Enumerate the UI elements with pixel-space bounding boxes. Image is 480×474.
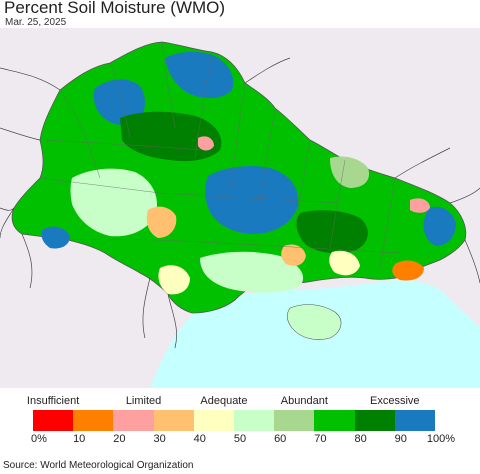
legend-swatch bbox=[354, 410, 395, 431]
yellow-south-west bbox=[158, 265, 190, 295]
adequate-west-central bbox=[70, 168, 158, 237]
wet-east bbox=[296, 210, 368, 254]
legend-category-label: Limited bbox=[125, 395, 162, 407]
legend-tick-label: 70 bbox=[314, 433, 327, 445]
legend-tick-label: 50 bbox=[233, 433, 247, 445]
legend-swatch bbox=[394, 410, 435, 431]
limited-central bbox=[146, 206, 177, 238]
legend-tick-label: 20 bbox=[113, 433, 126, 445]
excessive-east bbox=[423, 206, 456, 246]
excessive-north bbox=[165, 51, 234, 99]
legend-category-label: Excessive bbox=[370, 395, 420, 407]
legend-swatch bbox=[33, 410, 74, 431]
legend-color-bar bbox=[33, 410, 435, 431]
yellow-east bbox=[329, 250, 360, 276]
legend-tick-label: 100% bbox=[426, 433, 456, 445]
excessive-west bbox=[41, 226, 70, 249]
legend-swatch bbox=[233, 410, 275, 431]
limited-south bbox=[281, 244, 306, 266]
legend-tick-label: 0% bbox=[31, 433, 47, 445]
legend-swatch bbox=[193, 410, 234, 431]
legend-swatch bbox=[153, 410, 194, 431]
map-title: Percent Soil Moisture (WMO) bbox=[4, 0, 226, 17]
excessive-center bbox=[205, 166, 299, 234]
legend-tick-label: 10 bbox=[73, 433, 86, 445]
soil-moisture-map bbox=[0, 28, 480, 388]
adequate-south bbox=[200, 251, 304, 293]
legend-tick-label: 40 bbox=[193, 433, 206, 445]
legend-panel: Insufficient Limited Adequate Abundant Exces… bbox=[0, 388, 480, 450]
wet-north-central bbox=[120, 111, 222, 162]
country-borders bbox=[0, 57, 480, 349]
legend-swatch bbox=[73, 410, 114, 431]
orange-southeast bbox=[392, 260, 424, 281]
adequate-east bbox=[330, 156, 370, 188]
legend-tick-label: 30 bbox=[153, 433, 166, 445]
pink-north bbox=[198, 136, 214, 151]
oblast-borders bbox=[39, 41, 401, 269]
pink-east bbox=[410, 198, 430, 213]
legend-category-label: Adequate bbox=[200, 395, 248, 407]
legend-swatch bbox=[274, 410, 315, 431]
excessive-northwest bbox=[93, 79, 145, 126]
legend-swatch bbox=[314, 410, 355, 431]
source-credit: Source: World Meteorological Organizatio… bbox=[3, 460, 194, 471]
legend-swatch bbox=[113, 410, 154, 431]
legend-tick-label: 90 bbox=[394, 433, 407, 445]
adequate-crimea bbox=[286, 304, 342, 340]
legend-tick-label: 80 bbox=[354, 433, 367, 445]
map-date: Mar. 25, 2025 bbox=[5, 17, 67, 28]
legend-category-label: Insufficient bbox=[26, 395, 80, 407]
legend-category-label: Abundant bbox=[280, 395, 328, 407]
legend-tick-label: 60 bbox=[274, 433, 287, 445]
